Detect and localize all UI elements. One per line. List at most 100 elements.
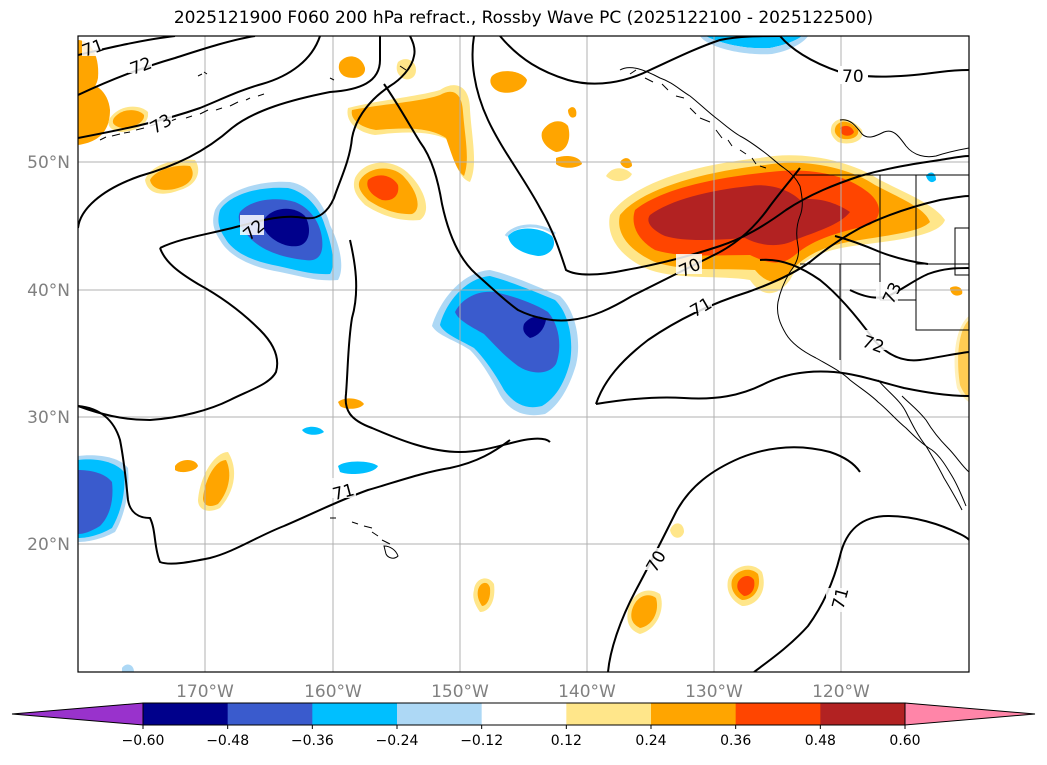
colorbar-tick-label: −0.12 — [460, 733, 503, 749]
contour-70-ne — [779, 36, 969, 78]
blob-172w-48n-orange — [150, 165, 193, 190]
colorbar-segment — [566, 703, 652, 725]
lon-label-130w: 130°W — [685, 682, 743, 702]
west-us-coast — [815, 357, 967, 507]
colorbar-tick-label: −0.36 — [291, 733, 334, 749]
colorbar-tick-label: 0.24 — [635, 733, 666, 749]
lon-label-150w: 150°W — [431, 682, 489, 702]
mexico-coast — [901, 395, 969, 473]
contour-71-southeast-loop — [753, 514, 969, 672]
colorbar-segment — [651, 703, 737, 725]
contour-73-east — [595, 370, 969, 405]
alaska-islands — [629, 69, 767, 169]
neg-155w-29n — [302, 426, 324, 435]
map-title: 2025121900 F060 200 hPa refract., Rossby… — [173, 8, 874, 28]
blob-158w-31n — [338, 398, 364, 409]
contour-central-pacific — [344, 239, 551, 454]
colorbar-frame — [142, 702, 906, 726]
colorbar-tick-label: −0.48 — [206, 733, 249, 749]
blob-172w-26n — [175, 460, 198, 473]
lon-label-140w: 140°W — [558, 682, 616, 702]
contour-70-northeast-edge — [834, 235, 929, 265]
colorbar-tick-label: 0.60 — [889, 733, 920, 749]
neg-135w-58n-light — [700, 36, 808, 55]
lon-label-120w: 120°W — [812, 682, 870, 702]
contour-lines — [78, 36, 969, 672]
contour-71-south — [78, 405, 511, 565]
contour-label-5: 70 — [842, 67, 864, 87]
bc-coast-north — [777, 185, 817, 359]
contour-70-north-loop — [499, 36, 781, 85]
hawaii-islands — [330, 517, 399, 559]
longitude-labels: 170°W 160°W 150°W 140°W 130°W 120°W — [176, 682, 870, 702]
colorbar-segment — [735, 703, 821, 725]
colorbar-tick-label: 0.36 — [720, 733, 751, 749]
lon-label-160w: 160°W — [304, 682, 362, 702]
blob-125w-47n — [606, 168, 632, 182]
contour-70-mid — [471, 36, 969, 276]
ne-pacific-positive-darkred — [648, 185, 850, 246]
negative-anomalies — [78, 36, 936, 672]
contour-73-east-upper — [849, 267, 969, 299]
neg-west-edge-blue — [78, 470, 113, 534]
blob-north-160w — [338, 56, 366, 78]
colorbar-tick-label: 0.12 — [551, 733, 582, 749]
colorbar-segment — [481, 703, 567, 725]
contour-72-west-loop — [78, 36, 381, 229]
baja-peninsula — [877, 379, 963, 511]
blob-135w-15n-orange — [631, 595, 658, 628]
colorbar-segment — [143, 703, 229, 725]
blob-143w-52n — [541, 121, 570, 152]
contour-label-group: 71 72 73 72 70 70 71 73 72 71 70 71 — [80, 36, 907, 612]
colorbar-tick-label: −0.24 — [376, 733, 419, 749]
blob-128w-16n-red — [737, 576, 755, 596]
gridlines — [78, 36, 969, 672]
lat-label-40n: 40°N — [27, 281, 70, 301]
blob-149w-16n-orange — [477, 582, 491, 606]
contour-72-ring — [78, 247, 279, 422]
contour-70-south — [607, 446, 861, 672]
colorbar-segment — [227, 703, 313, 725]
colorbar: −0.60 −0.48 −0.36 −0.24 −0.12 0.12 0.24 0.36 0.4… — [11, 702, 1036, 749]
map-area: 71 72 73 72 70 70 71 73 72 71 70 71 — [78, 36, 969, 672]
blob-148w-51n — [568, 107, 577, 118]
neg-170w-5n — [122, 664, 134, 672]
blob-160w-48n-red — [367, 175, 399, 201]
map-frame — [77, 35, 970, 673]
colorbar-segment — [397, 703, 483, 725]
blob-167w-27n-orange — [203, 460, 230, 506]
blob-east-edge-outer — [954, 316, 969, 402]
colorbar-segment — [312, 703, 398, 725]
colorbar-tick-label: −0.60 — [122, 733, 165, 749]
colorbar-tick-label: 0.48 — [805, 733, 836, 749]
blob-140w-47n — [620, 158, 632, 169]
alaska-coast — [619, 67, 801, 187]
blob-155w-55n-orange — [351, 91, 467, 176]
colorbar-extend-high — [904, 702, 1036, 726]
canada-interior — [839, 119, 969, 158]
blob-123w-53n-red — [840, 125, 854, 136]
lon-label-170w: 170°W — [176, 682, 234, 702]
neg-145w-37n-blue — [455, 291, 560, 373]
blob-east-small — [950, 286, 963, 296]
lat-label-50n: 50°N — [27, 153, 70, 173]
coastlines — [99, 65, 969, 559]
blob-135w-22n — [670, 523, 684, 538]
blob-175w-55n-orange — [112, 110, 145, 128]
positive-anomalies — [78, 40, 969, 634]
blob-west-lower — [78, 81, 110, 145]
lat-label-30n: 30°N — [27, 408, 70, 428]
colorbar-extend-low — [11, 702, 144, 726]
colorbar-segment — [820, 703, 906, 725]
neg-150w-26n — [338, 461, 378, 474]
contour-72-north — [78, 36, 256, 96]
neg-143w-43n — [508, 228, 555, 256]
bering-islands — [197, 65, 407, 81]
lat-label-20n: 20°N — [27, 535, 70, 555]
contour-73-north — [78, 36, 321, 139]
neg-145w-37n-navy — [523, 316, 546, 338]
contour-71-southeast — [595, 195, 969, 405]
blob-dateline-55n — [490, 71, 527, 93]
latitude-labels: 50°N 40°N 30°N 20°N — [27, 153, 70, 555]
